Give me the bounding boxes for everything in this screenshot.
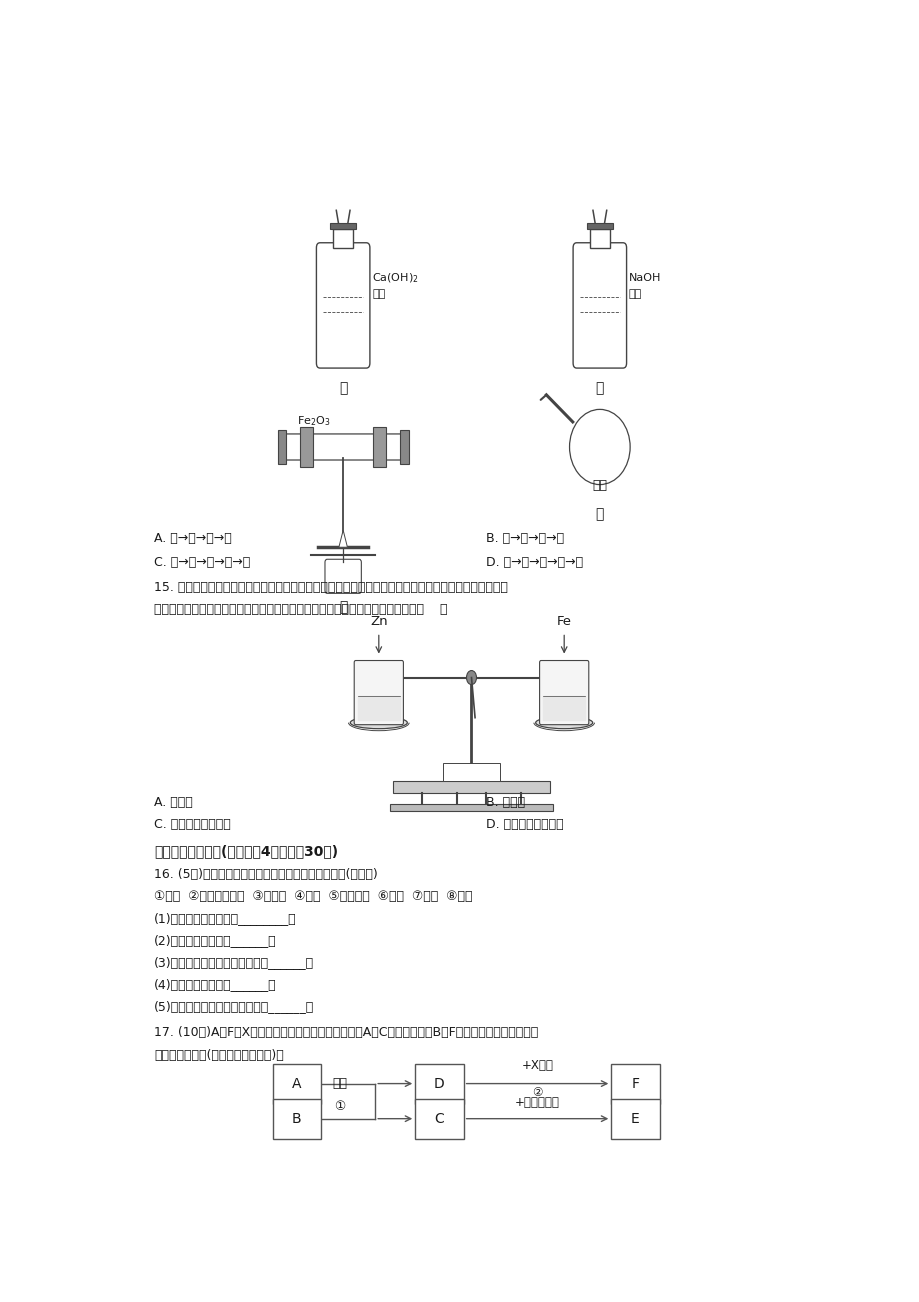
Text: 乙: 乙 <box>595 381 604 395</box>
Bar <box>300 427 312 467</box>
FancyBboxPatch shape <box>573 242 626 368</box>
FancyBboxPatch shape <box>284 434 402 460</box>
Text: (4)在表面烧制搪瓷：______；: (4)在表面烧制搪瓷：______； <box>154 978 277 991</box>
Bar <box>333 229 353 247</box>
Text: B. 甲→丙→乙→丁: B. 甲→丙→乙→丁 <box>485 533 563 546</box>
Text: A: A <box>291 1077 301 1091</box>
Text: F: F <box>630 1077 639 1091</box>
Text: 丙: 丙 <box>338 600 347 615</box>
Bar <box>443 763 500 781</box>
Text: Ca(OH)$_2$: Ca(OH)$_2$ <box>371 271 418 285</box>
FancyBboxPatch shape <box>354 660 403 725</box>
Polygon shape <box>542 695 584 720</box>
Bar <box>414 1064 463 1104</box>
Text: 溶液: 溶液 <box>628 289 641 299</box>
Text: +X溶液: +X溶液 <box>521 1059 553 1072</box>
Ellipse shape <box>350 716 407 729</box>
Text: (3)在表面镀上一层其他的金属：______；: (3)在表面镀上一层其他的金属：______； <box>154 956 314 969</box>
Text: 二、填空与简答题(本题包括4小题，共30分): 二、填空与简答题(本题包括4小题，共30分) <box>154 844 338 858</box>
Text: 16. (5分)通常采用下面各种防锈方法的物体有哪些？(填序号): 16. (5分)通常采用下面各种防锈方法的物体有哪些？(填序号) <box>154 868 378 881</box>
Text: 15. 如图所示，烧杯中盛有质量相等、质量分数相等的稀盐酸，天平调平后，同时向其中分别加入等质量: 15. 如图所示，烧杯中盛有质量相等、质量分数相等的稀盐酸，天平调平后，同时向其… <box>154 581 507 594</box>
Bar <box>610 1099 659 1139</box>
Text: ②: ② <box>531 1086 542 1099</box>
Text: C. 先向左偏后向右偏: C. 先向左偏后向右偏 <box>154 818 231 831</box>
Bar <box>272 1064 321 1104</box>
Text: D: D <box>434 1077 444 1091</box>
Text: 丁: 丁 <box>595 508 604 521</box>
Circle shape <box>466 671 476 685</box>
Text: Zn: Zn <box>369 616 387 629</box>
Text: A. 甲→乙→丙→丁: A. 甲→乙→丙→丁 <box>154 533 232 546</box>
Text: D. 先向右偏后向左偏: D. 先向右偏后向左偏 <box>485 818 562 831</box>
Bar <box>389 803 553 811</box>
FancyBboxPatch shape <box>324 560 361 594</box>
Text: E: E <box>630 1112 640 1126</box>
Text: Fe$_2$O$_3$: Fe$_2$O$_3$ <box>297 414 330 428</box>
Text: B: B <box>291 1112 301 1126</box>
Text: 的锌片和铁片，则从反应开始到金属完全反应的过程中，天平指针指向的变化是（    ）: 的锌片和铁片，则从反应开始到金属完全反应的过程中，天平指针指向的变化是（ ） <box>154 603 448 616</box>
Polygon shape <box>357 695 400 720</box>
Text: +澄清石灰水: +澄清石灰水 <box>515 1096 560 1109</box>
Text: 气囊: 气囊 <box>592 479 607 492</box>
Bar <box>586 223 612 229</box>
Ellipse shape <box>535 716 592 729</box>
Text: 高温: 高温 <box>332 1077 346 1090</box>
FancyBboxPatch shape <box>316 242 369 368</box>
Text: (2)在表面涂上机油：______；: (2)在表面涂上机油：______； <box>154 935 277 948</box>
Bar <box>373 427 386 467</box>
Text: (1)在表面涂一层油漆：________；: (1)在表面涂一层油漆：________； <box>154 913 297 926</box>
Bar <box>330 223 356 229</box>
Ellipse shape <box>569 409 630 484</box>
FancyBboxPatch shape <box>539 660 588 725</box>
Polygon shape <box>338 530 347 547</box>
Text: Fe: Fe <box>556 616 571 629</box>
Text: D. 乙→甲→丙→乙→丁: D. 乙→甲→丙→乙→丁 <box>485 556 583 569</box>
Text: A. 向左偏: A. 向左偏 <box>154 796 193 809</box>
Text: C: C <box>434 1112 444 1126</box>
Bar <box>278 430 286 464</box>
Text: 关系如下图所示(部分生成物已省略)：: 关系如下图所示(部分生成物已省略)： <box>154 1048 284 1061</box>
Text: ①: ① <box>334 1100 345 1113</box>
Bar <box>400 430 408 464</box>
Text: ①汽车  ②机器上的齿轮  ③门把手  ④锯条  ⑤铁洗脸盆  ⑥铁柜  ⑦铁轴  ⑧剪刀: ①汽车 ②机器上的齿轮 ③门把手 ④锯条 ⑤铁洗脸盆 ⑥铁柜 ⑦铁轴 ⑧剪刀 <box>154 891 472 904</box>
Bar <box>392 781 550 793</box>
Text: 17. (10分)A～F和X都是初中化学中的常见物质，其中A、C是无色气体，B、F是红色固体，它们的转化: 17. (10分)A～F和X都是初中化学中的常见物质，其中A、C是无色气体，B、… <box>154 1026 538 1039</box>
Text: NaOH: NaOH <box>628 272 661 283</box>
Text: (5)使其表面形成致密的氧化膜：______。: (5)使其表面形成致密的氧化膜：______。 <box>154 1000 314 1013</box>
Bar <box>272 1099 321 1139</box>
Text: 溶液: 溶液 <box>371 289 385 299</box>
Bar <box>610 1064 659 1104</box>
Text: C. 乙→甲→丙→甲→丁: C. 乙→甲→丙→甲→丁 <box>154 556 250 569</box>
Text: B. 向右偏: B. 向右偏 <box>485 796 525 809</box>
Bar <box>589 229 609 247</box>
Bar <box>414 1099 463 1139</box>
Text: 甲: 甲 <box>338 381 347 395</box>
